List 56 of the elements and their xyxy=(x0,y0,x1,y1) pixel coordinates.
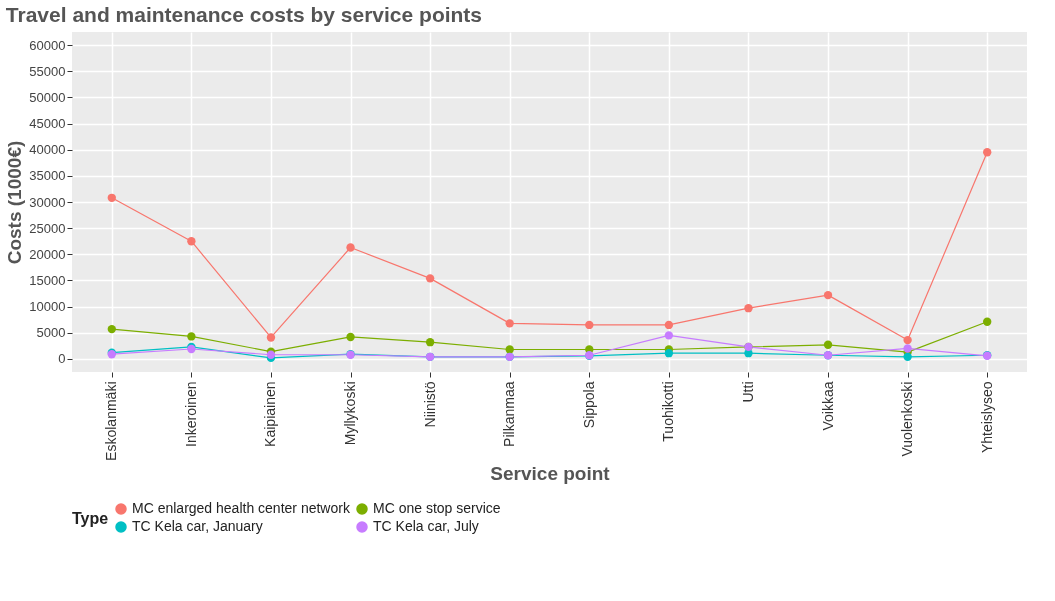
point xyxy=(425,338,435,347)
point xyxy=(346,332,355,342)
y-tick-label: 30000 xyxy=(29,194,66,210)
legend-label: TC Kela car, January xyxy=(132,518,263,534)
y-axis-title: Costs (1000€) xyxy=(4,140,26,265)
y-tick-label: 15000 xyxy=(29,272,66,288)
y-tick-label: 35000 xyxy=(29,168,66,184)
legend-label: MC one stop service xyxy=(373,500,501,516)
point xyxy=(664,331,674,340)
point xyxy=(744,304,753,313)
x-tick-label: Voikkaa xyxy=(819,381,836,431)
chart-title: Travel and maintenance costs by service points xyxy=(5,3,483,26)
point xyxy=(664,348,674,358)
y-tick-label: 20000 xyxy=(29,246,66,262)
point xyxy=(903,352,912,362)
point xyxy=(107,324,116,334)
point xyxy=(983,317,992,326)
y-tick-label: 5000 xyxy=(36,325,66,341)
point xyxy=(107,193,116,202)
point xyxy=(983,148,992,157)
x-tick-label: Sippola xyxy=(580,381,597,429)
x-axis-title: Service point xyxy=(490,462,611,484)
x-tick-label: Myllykoski xyxy=(342,381,359,446)
y-tick-label: 45000 xyxy=(29,116,66,132)
point xyxy=(505,319,514,328)
point xyxy=(266,333,276,342)
point xyxy=(505,345,514,354)
point xyxy=(585,320,594,330)
point xyxy=(425,274,435,283)
point xyxy=(903,344,912,353)
x-tick-label: Pilkanmaa xyxy=(501,381,518,447)
legend-label: MC enlarged health center network xyxy=(132,500,351,516)
point xyxy=(346,243,355,252)
x-tick-label: Yhteislyseo xyxy=(978,381,995,454)
point xyxy=(823,340,833,349)
legend-label: TC Kela car, July xyxy=(373,518,479,534)
x-tick-label: Inkeroinen xyxy=(182,381,199,447)
point xyxy=(187,332,196,341)
point xyxy=(187,237,196,246)
y-tick-label: 50000 xyxy=(29,89,66,105)
x-tick-label: Utti xyxy=(739,381,756,403)
point xyxy=(823,290,833,300)
x-tick-label: Vuolenkoski xyxy=(899,381,916,457)
x-tick-label: Eskolanmäki xyxy=(103,381,120,461)
y-tick-label: 40000 xyxy=(29,142,66,158)
point xyxy=(664,320,674,330)
x-tick-label: Tuohikotti xyxy=(660,381,677,442)
y-tick-label: 25000 xyxy=(29,220,66,236)
legend-title: Type xyxy=(72,510,109,527)
y-tick-label: 55000 xyxy=(29,63,66,79)
x-tick-label: Niinistö xyxy=(421,381,438,428)
y-tick-label: 0 xyxy=(58,351,66,367)
y-tick-label: 10000 xyxy=(29,299,66,315)
x-tick-label: Kaipiainen xyxy=(262,381,279,447)
y-tick-label: 60000 xyxy=(29,37,66,53)
point xyxy=(903,335,912,345)
